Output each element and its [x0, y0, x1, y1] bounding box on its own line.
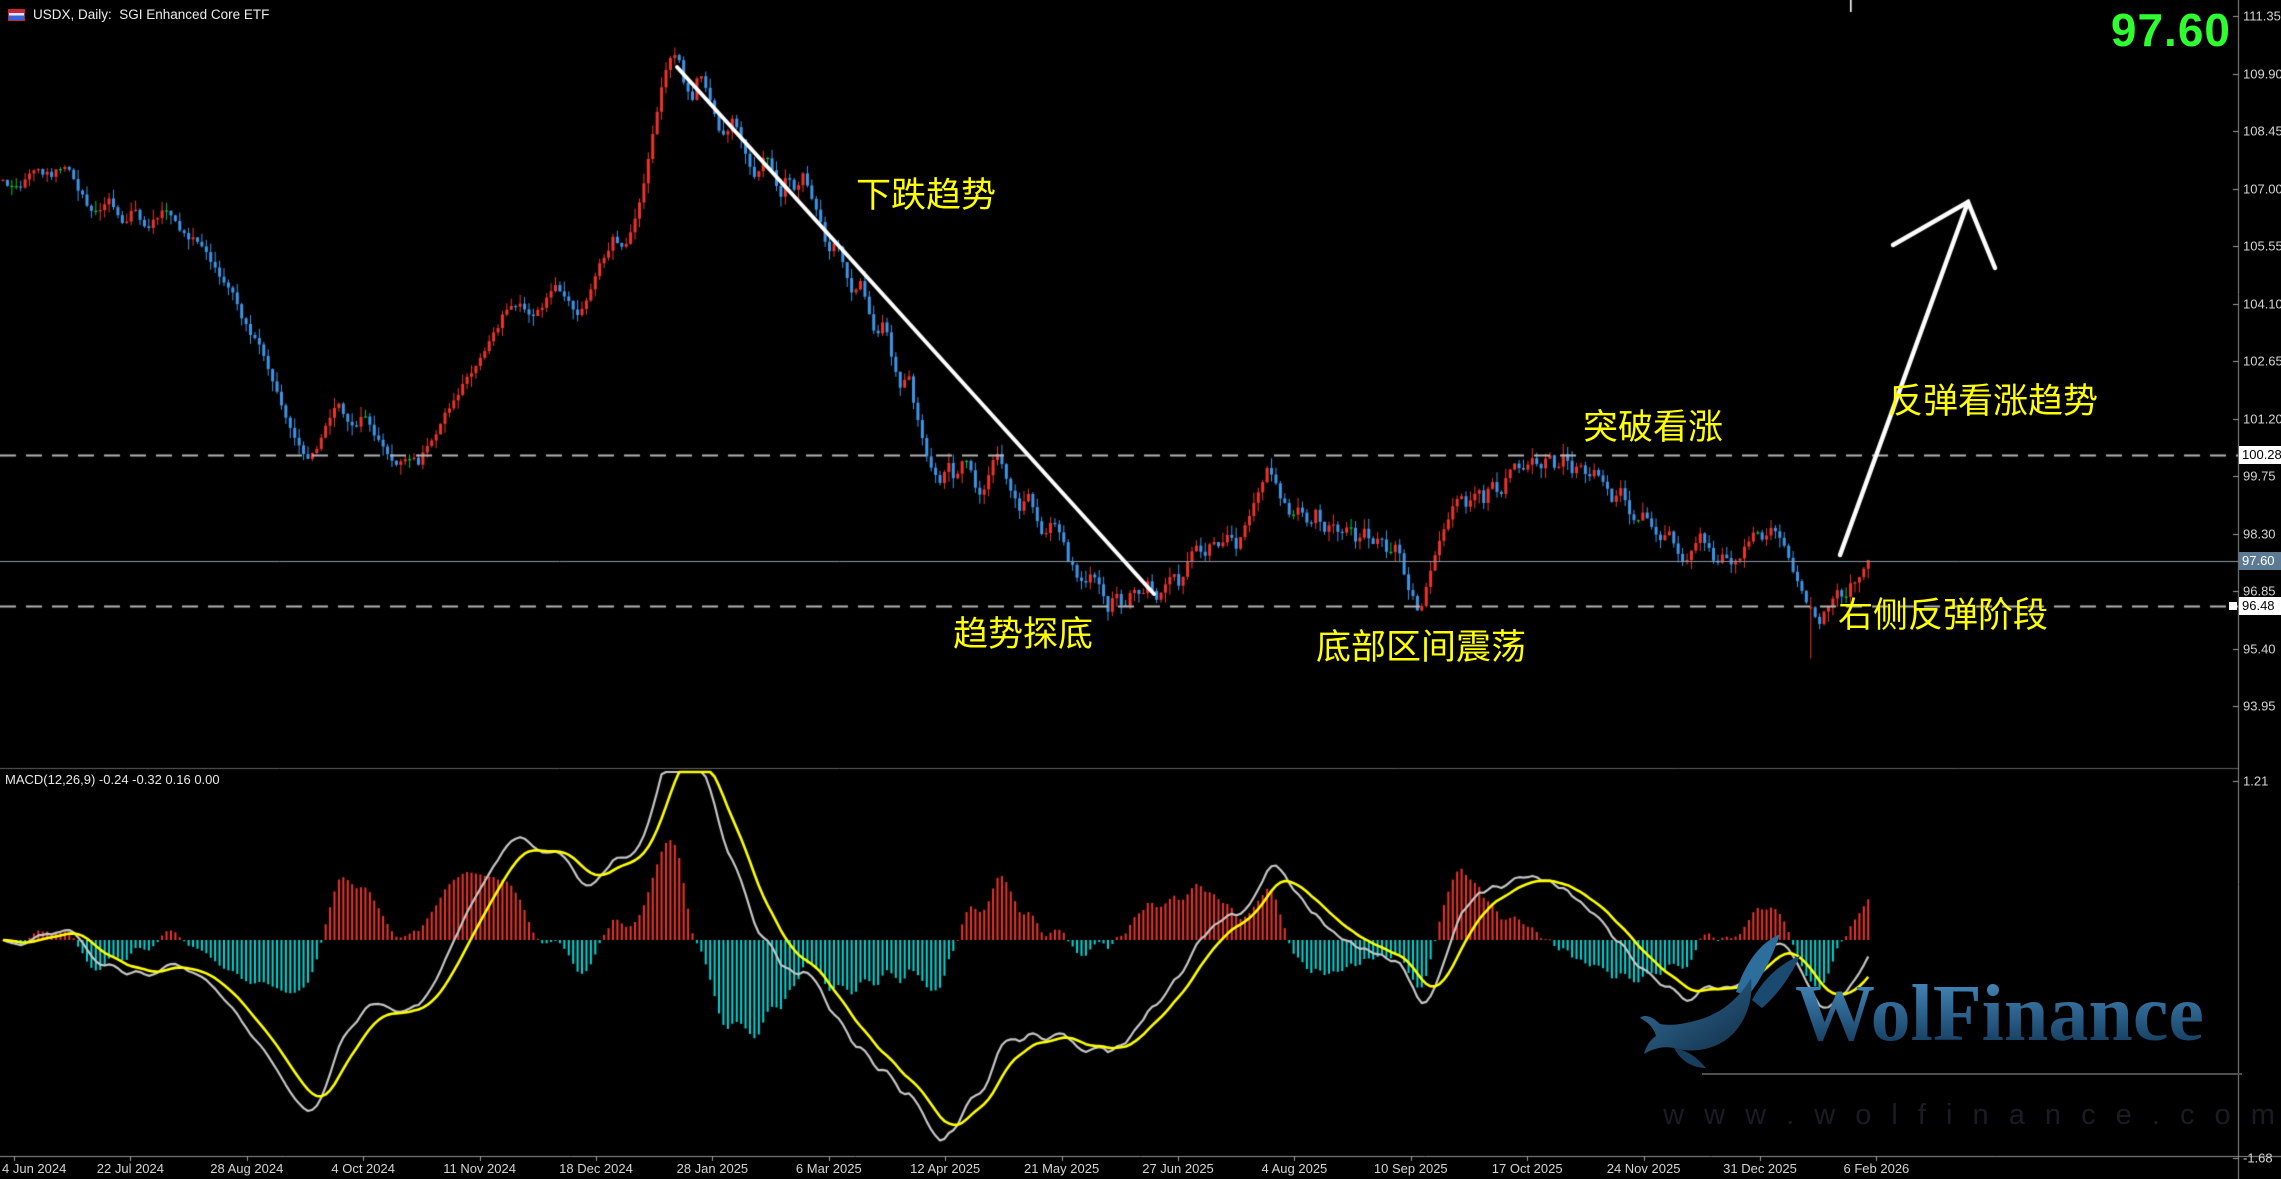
- symbol-label: USDX, Daily: SGI Enhanced Core ETF: [33, 7, 270, 22]
- price-axis-label: 96.85: [2243, 583, 2276, 599]
- macd-axis-max: 1.21: [2243, 773, 2269, 789]
- wolfinance-bird-logo: [1640, 934, 1800, 1068]
- time-axis-label: 22 Jul 2024: [96, 1161, 165, 1176]
- time-axis-label: 28 Aug 2024: [210, 1161, 284, 1176]
- price-axis-label: 101.20: [2243, 411, 2281, 427]
- macd-axis-min: -1.68: [2243, 1150, 2273, 1166]
- current-price-readout: 97.60: [2110, 4, 2231, 56]
- price-axis-label: 108.45: [2243, 123, 2281, 139]
- time-axis-label: 17 Oct 2025: [1491, 1161, 1563, 1176]
- watermark-url-text: w w w . w o l f i n a n c e . c o m: [1662, 1099, 2281, 1131]
- chart-symbol-icon: [8, 8, 25, 21]
- time-axis-label: 21 May 2025: [1024, 1161, 1100, 1176]
- time-axis-label: 31 Dec 2025: [1723, 1161, 1797, 1176]
- price-axis-label: 104.10: [2243, 296, 2281, 312]
- bid-price-label: 97.60: [2239, 552, 2281, 570]
- annotation-text-5: 右侧反弹阶段: [1838, 596, 2049, 636]
- watermark: WolFinance w w w . w o l f i n a n c e .…: [1640, 928, 2281, 1168]
- time-axis-label: 18 Dec 2024: [559, 1161, 633, 1176]
- level-label-96-48: 96.48: [2239, 597, 2281, 615]
- time-axis-label: 6 Feb 2026: [1843, 1161, 1910, 1176]
- annotation-text-3: 趋势探底: [953, 615, 1094, 655]
- annotation-text-2: 反弹看涨趋势: [1888, 382, 2099, 422]
- level-label-100-28: 100.28: [2239, 446, 2281, 464]
- time-axis-label: 10 Sep 2025: [1373, 1161, 1448, 1176]
- price-axis-label: 99.75: [2243, 468, 2276, 484]
- time-axis-label: 27 Jun 2025: [1142, 1161, 1214, 1176]
- price-axis-label: 95.40: [2243, 641, 2276, 657]
- price-axis-label: 111.35: [2243, 8, 2281, 24]
- macd-indicator-label: MACD(12,26,9) -0.24 -0.32 0.16 0.00: [5, 772, 220, 787]
- time-axis-label: 24 Nov 2025: [1606, 1161, 1681, 1176]
- watermark-brand-text: WolFinance: [1795, 970, 2204, 1058]
- symbol-header: USDX, Daily: SGI Enhanced Core ETF: [8, 7, 269, 22]
- time-axis-label: 11 Nov 2024: [443, 1161, 516, 1176]
- time-axis-label: 4 Jun 2024: [2, 1161, 67, 1176]
- price-axis-label: 109.90: [2243, 66, 2281, 81]
- price-axis-label: 102.65: [2243, 353, 2281, 369]
- level-drag-marker[interactable]: [2229, 602, 2237, 610]
- annotation-text-0: 下跌趋势: [856, 176, 997, 216]
- time-axis-label: 12 Apr 2025: [910, 1161, 981, 1176]
- time-axis-label: 4 Aug 2025: [1261, 1161, 1328, 1176]
- annotation-text-4: 底部区间震荡: [1316, 628, 1527, 668]
- time-axis-label: 4 Oct 2024: [331, 1161, 395, 1176]
- price-axis-label: 105.55: [2243, 238, 2281, 254]
- price-axis-label: 107.00: [2243, 181, 2281, 197]
- price-axis-label: 98.30: [2243, 526, 2276, 542]
- annotation-text-1: 突破看涨: [1583, 408, 1724, 448]
- time-axis-label: 28 Jan 2025: [676, 1161, 749, 1176]
- time-axis-label: 6 Mar 2025: [795, 1161, 862, 1176]
- price-axis-label: 93.95: [2243, 698, 2276, 714]
